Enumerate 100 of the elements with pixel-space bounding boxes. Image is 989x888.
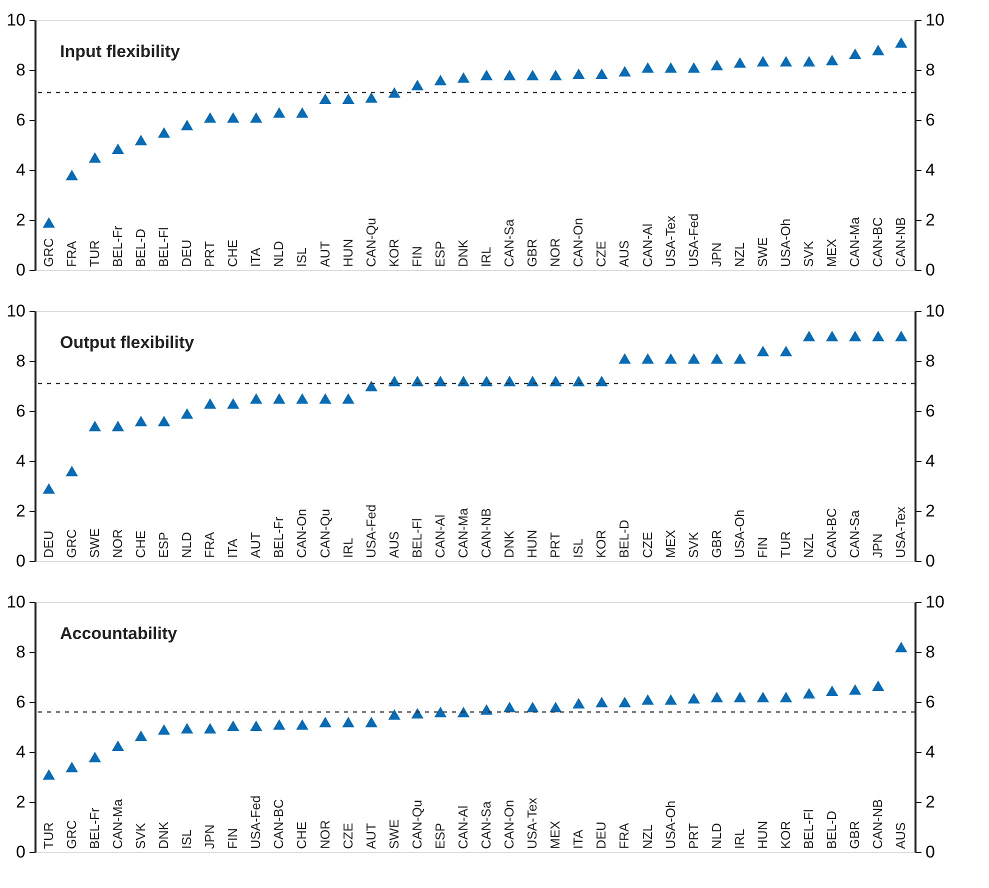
point xyxy=(848,684,862,695)
y-tick-label: 8 xyxy=(16,642,26,662)
point xyxy=(756,346,770,356)
point xyxy=(180,120,194,130)
x-tick-label: ESP xyxy=(156,532,172,558)
x-tick-label: DNK xyxy=(455,239,470,267)
y-tick-label: 2 xyxy=(16,502,26,520)
point xyxy=(688,353,700,364)
x-tick-label: JPN xyxy=(870,533,886,558)
point xyxy=(756,56,770,67)
x-tick-label: CAN-NB xyxy=(893,217,908,267)
point xyxy=(664,62,677,73)
point xyxy=(273,719,286,730)
x-tick-label: HUN xyxy=(524,530,540,558)
x-tick-label: USA-Oh xyxy=(662,800,678,849)
point xyxy=(503,376,516,386)
y2-tick-label: 8 xyxy=(926,60,935,80)
point xyxy=(734,57,746,68)
x-tick-label: BEL-Fr xyxy=(86,807,102,849)
x-tick-label: KOR xyxy=(594,530,609,558)
y-tick-label: 6 xyxy=(16,110,26,130)
x-tick-label: JPN xyxy=(202,824,218,849)
point xyxy=(388,709,400,720)
x-tick-label: BEL-D xyxy=(132,228,148,267)
point xyxy=(42,217,55,228)
x-tick-label: USA-Tex xyxy=(524,797,540,849)
point xyxy=(596,376,608,386)
y2-tick-label: 0 xyxy=(926,260,935,280)
x-tick-label: CAN-Sa xyxy=(502,218,517,267)
x-tick-label: SWE xyxy=(754,237,770,267)
point xyxy=(572,68,585,80)
x-tick-label: HUN xyxy=(754,820,770,849)
y2-tick-label: 2 xyxy=(926,210,935,230)
point xyxy=(642,694,654,705)
x-tick-label: NZL xyxy=(801,533,816,558)
point xyxy=(895,642,908,652)
point xyxy=(480,376,493,386)
point xyxy=(296,393,308,404)
x-tick-label: IRL xyxy=(340,538,356,558)
x-tick-label: PRT xyxy=(548,532,563,558)
x-tick-label: CHE xyxy=(225,239,240,267)
x-tick-label: BEL-Fl xyxy=(409,518,424,558)
point xyxy=(434,376,447,386)
x-tick-label: GRC xyxy=(64,820,79,849)
point xyxy=(250,112,262,123)
x-tick-label: CAN-Al xyxy=(432,514,448,558)
x-tick-label: USA-Fed xyxy=(248,796,264,849)
x-tick-label: JPN xyxy=(708,242,724,267)
x-tick-label: CAN-Ma xyxy=(455,507,470,558)
x-tick-label: SWE xyxy=(86,528,102,558)
x-tick-label: FIN xyxy=(225,828,240,849)
point xyxy=(226,398,240,409)
point xyxy=(411,376,424,386)
x-tick-label: NLD xyxy=(708,822,724,849)
x-tick-label: FRA xyxy=(64,240,79,267)
point xyxy=(434,74,447,86)
point xyxy=(642,353,654,364)
x-tick-label: AUT xyxy=(317,240,332,267)
point xyxy=(158,724,170,735)
point xyxy=(365,380,378,392)
point xyxy=(112,143,124,154)
x-tick-label: TUR xyxy=(86,240,102,267)
x-tick-label: SWE xyxy=(386,819,402,849)
x-tick-label: CAN-Sa xyxy=(847,510,862,558)
x-tick-label: CAN-NB xyxy=(870,799,886,849)
y-tick-label: 8 xyxy=(16,352,26,370)
point xyxy=(618,353,631,364)
x-tick-label: CZE xyxy=(340,822,356,849)
point xyxy=(457,72,470,83)
y2-tick-label: 8 xyxy=(926,642,935,662)
point xyxy=(526,70,539,80)
x-tick-label: BEL-D xyxy=(824,810,840,849)
y-tick-label: 0 xyxy=(16,552,26,570)
point xyxy=(134,134,148,146)
x-tick-label: GBR xyxy=(847,820,862,849)
point xyxy=(826,54,838,66)
x-tick-label: SVK xyxy=(686,532,701,558)
x-tick-label: KOR xyxy=(778,820,793,849)
point xyxy=(480,704,493,715)
x-tick-label: DEU xyxy=(179,240,194,267)
point xyxy=(365,92,378,103)
text: Accountability xyxy=(60,624,178,643)
point xyxy=(342,716,354,728)
point xyxy=(204,112,216,123)
y2-tick-label: 8 xyxy=(926,352,935,370)
x-tick-label: BEL-Fl xyxy=(801,809,816,849)
x-tick-label: SVK xyxy=(132,822,148,849)
point xyxy=(550,702,562,712)
point xyxy=(848,48,862,60)
y-tick-label: 4 xyxy=(16,160,26,180)
y2-tick-label: 4 xyxy=(926,160,935,180)
point xyxy=(526,702,539,712)
y2-tick-label: 4 xyxy=(926,742,935,762)
x-tick-label: ITA xyxy=(225,538,240,558)
point xyxy=(503,702,516,712)
point xyxy=(710,60,724,70)
y-tick-label: 0 xyxy=(16,260,26,280)
x-tick-label: ITA xyxy=(570,829,586,849)
x-tick-label: GBR xyxy=(524,238,540,267)
x-tick-label: BEL-Fr xyxy=(110,225,125,267)
